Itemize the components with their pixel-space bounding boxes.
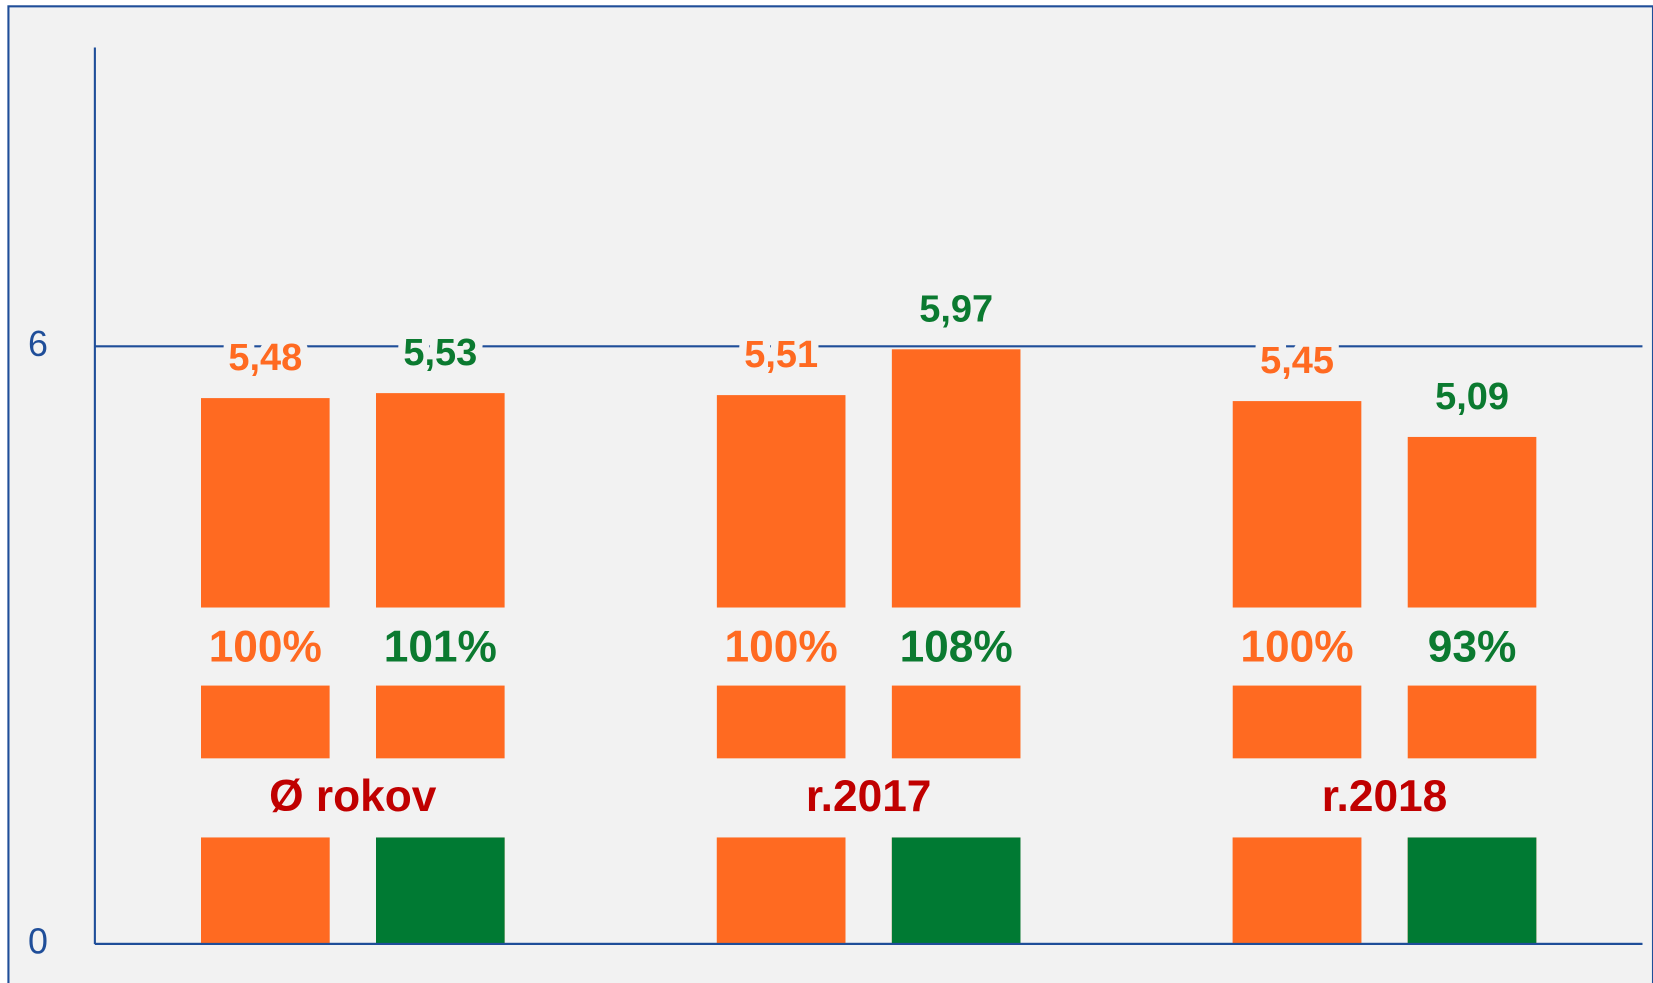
bar-base bbox=[376, 837, 505, 944]
bar-base bbox=[1407, 837, 1537, 944]
percent-label: 100% bbox=[1240, 622, 1353, 671]
value-label: 5,45 bbox=[1260, 340, 1334, 382]
x-tick-label: r.2017 bbox=[806, 772, 932, 821]
value-label: 5,97 bbox=[919, 288, 993, 330]
x-tick-label: r.2018 bbox=[1322, 772, 1448, 821]
value-label: 5,09 bbox=[1435, 376, 1509, 418]
bar-base bbox=[1232, 837, 1362, 944]
x-tick-label: Ø rokov bbox=[269, 772, 437, 821]
percent-label: 101% bbox=[384, 622, 497, 671]
percent-label: 93% bbox=[1428, 622, 1517, 671]
bar-base bbox=[201, 837, 330, 944]
label-band bbox=[96, 607, 1643, 686]
value-label: 5,53 bbox=[403, 332, 477, 374]
y-tick-label: 0 bbox=[28, 921, 48, 961]
value-label: 5,48 bbox=[228, 337, 302, 379]
y-tick-label: 6 bbox=[28, 324, 48, 364]
label-band bbox=[96, 758, 1643, 838]
bar-base bbox=[891, 837, 1021, 944]
percent-label: 108% bbox=[900, 622, 1013, 671]
bar-base bbox=[716, 837, 846, 944]
value-label: 5,51 bbox=[744, 334, 818, 376]
percent-label: 100% bbox=[725, 622, 838, 671]
percent-label: 100% bbox=[209, 622, 322, 671]
